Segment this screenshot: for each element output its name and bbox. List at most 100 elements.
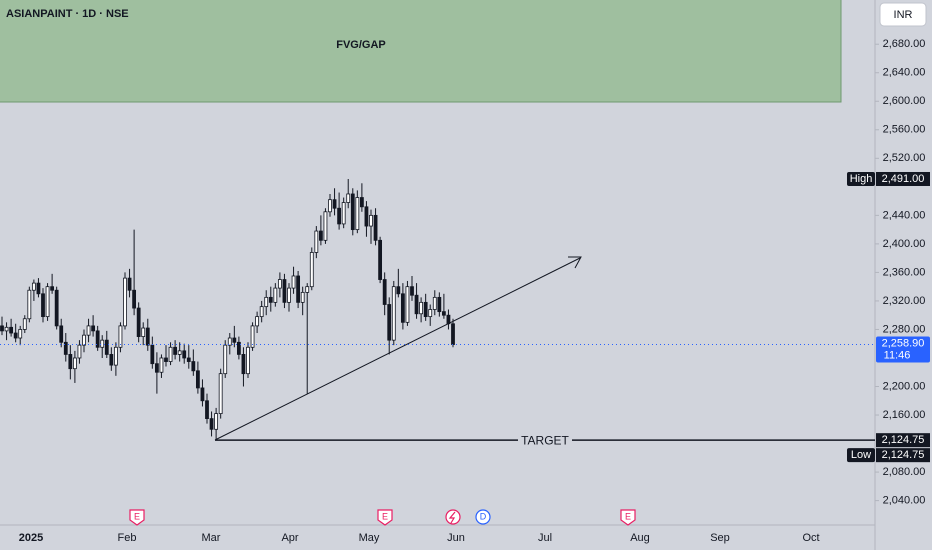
candle-body xyxy=(182,350,187,359)
candle-body xyxy=(141,327,146,337)
candle-body xyxy=(145,327,150,346)
candle-body xyxy=(359,197,364,208)
target-label-bg xyxy=(518,433,572,448)
x-tick-label: Aug xyxy=(630,532,650,544)
low-value: 2,124.75 xyxy=(882,449,925,461)
candle-body xyxy=(41,293,45,318)
candle-body xyxy=(164,357,168,362)
y-tick-label: 2,400.00 xyxy=(883,238,926,250)
candle-body xyxy=(241,354,246,375)
x-tick-label: Sep xyxy=(710,532,730,544)
candle-body xyxy=(150,344,155,365)
candle-body xyxy=(200,387,205,402)
plot: TARGET xyxy=(0,178,875,448)
candle-body xyxy=(391,286,396,341)
fvg-zone xyxy=(0,0,842,103)
candle-body xyxy=(432,296,437,310)
candle-body xyxy=(369,214,373,227)
candle-body xyxy=(378,239,383,280)
x-tick-label: Mar xyxy=(202,532,221,544)
candle-body xyxy=(27,289,32,320)
candle-body xyxy=(59,325,64,343)
candle-body xyxy=(337,207,342,225)
split-glyph xyxy=(448,511,456,524)
x-tick-label: Jul xyxy=(538,532,552,544)
y-tick-label: 2,440.00 xyxy=(883,209,926,221)
candle-body xyxy=(63,341,68,355)
candle-body xyxy=(428,309,433,318)
candle-body xyxy=(419,301,424,315)
earnings-label: E xyxy=(382,511,388,521)
candle-body xyxy=(382,279,387,305)
x-tick-label: Jun xyxy=(447,532,465,544)
candle-body xyxy=(305,286,310,293)
high-name: High xyxy=(850,173,873,185)
trend-arrow xyxy=(568,256,582,269)
x-tick-label: Oct xyxy=(802,532,819,544)
candle-body xyxy=(22,318,27,330)
candle-body xyxy=(86,325,91,336)
target-price-label: 2,124.75 xyxy=(882,434,925,446)
candle-body xyxy=(95,330,100,348)
candle-body xyxy=(191,361,196,372)
split-icon xyxy=(445,509,461,525)
candle-body xyxy=(373,214,378,241)
candle-body xyxy=(13,332,18,339)
candle-body xyxy=(268,296,273,303)
high-value: 2,491.00 xyxy=(882,173,925,185)
y-tick-label: 2,200.00 xyxy=(883,380,926,392)
low-name-badge xyxy=(847,448,875,463)
x-tick-label: Feb xyxy=(118,532,137,544)
candle-body xyxy=(396,286,401,295)
candle-body xyxy=(50,286,55,291)
y-tick-label: 2,680.00 xyxy=(883,38,926,50)
candle-body xyxy=(328,199,332,213)
currency-button[interactable] xyxy=(879,2,927,27)
candle-body xyxy=(100,339,105,348)
target-price-badge xyxy=(876,433,930,448)
zone-label: FVG/GAP xyxy=(336,39,386,51)
last-price-label: 2,258.90 xyxy=(882,337,925,349)
candle-body xyxy=(223,344,228,375)
y-tick-label: 2,520.00 xyxy=(883,152,926,164)
candle-body xyxy=(91,325,96,332)
candle-body xyxy=(323,211,328,241)
candle-body xyxy=(186,357,191,362)
candle-body xyxy=(205,400,209,419)
candle-body xyxy=(177,350,182,355)
candle-body xyxy=(387,304,392,341)
y-tick-label: 2,080.00 xyxy=(883,466,926,478)
y-tick-label: 2,320.00 xyxy=(883,295,926,307)
candle-body xyxy=(72,357,77,370)
candle-body xyxy=(259,306,264,318)
candle-body xyxy=(214,413,219,430)
currency-label[interactable]: INR xyxy=(894,9,913,21)
dividend-label: D xyxy=(480,511,487,521)
candle-body xyxy=(250,325,255,348)
candle-body xyxy=(36,282,41,295)
candle-body xyxy=(118,325,123,348)
candle-body xyxy=(113,346,118,366)
candle-body xyxy=(82,334,86,346)
candle-body xyxy=(236,341,241,355)
earnings-icon xyxy=(377,509,393,526)
y-tick-label: 2,360.00 xyxy=(883,266,926,278)
candle-body xyxy=(318,230,323,241)
candle-body xyxy=(264,296,269,308)
candle-body xyxy=(296,275,301,303)
candle-body xyxy=(287,287,291,303)
candle-body xyxy=(127,277,132,291)
candle-body xyxy=(341,202,346,225)
y-tick-label: 2,640.00 xyxy=(883,67,926,79)
candle-body xyxy=(291,275,296,289)
candle-body xyxy=(9,326,14,334)
candle-body xyxy=(195,370,200,389)
candle-body xyxy=(168,346,173,362)
candle-body xyxy=(132,289,137,309)
candle-body xyxy=(227,337,232,346)
candle-body xyxy=(350,193,355,231)
candle-body xyxy=(246,346,250,375)
candle-body xyxy=(159,357,164,373)
candle-body xyxy=(255,316,260,327)
